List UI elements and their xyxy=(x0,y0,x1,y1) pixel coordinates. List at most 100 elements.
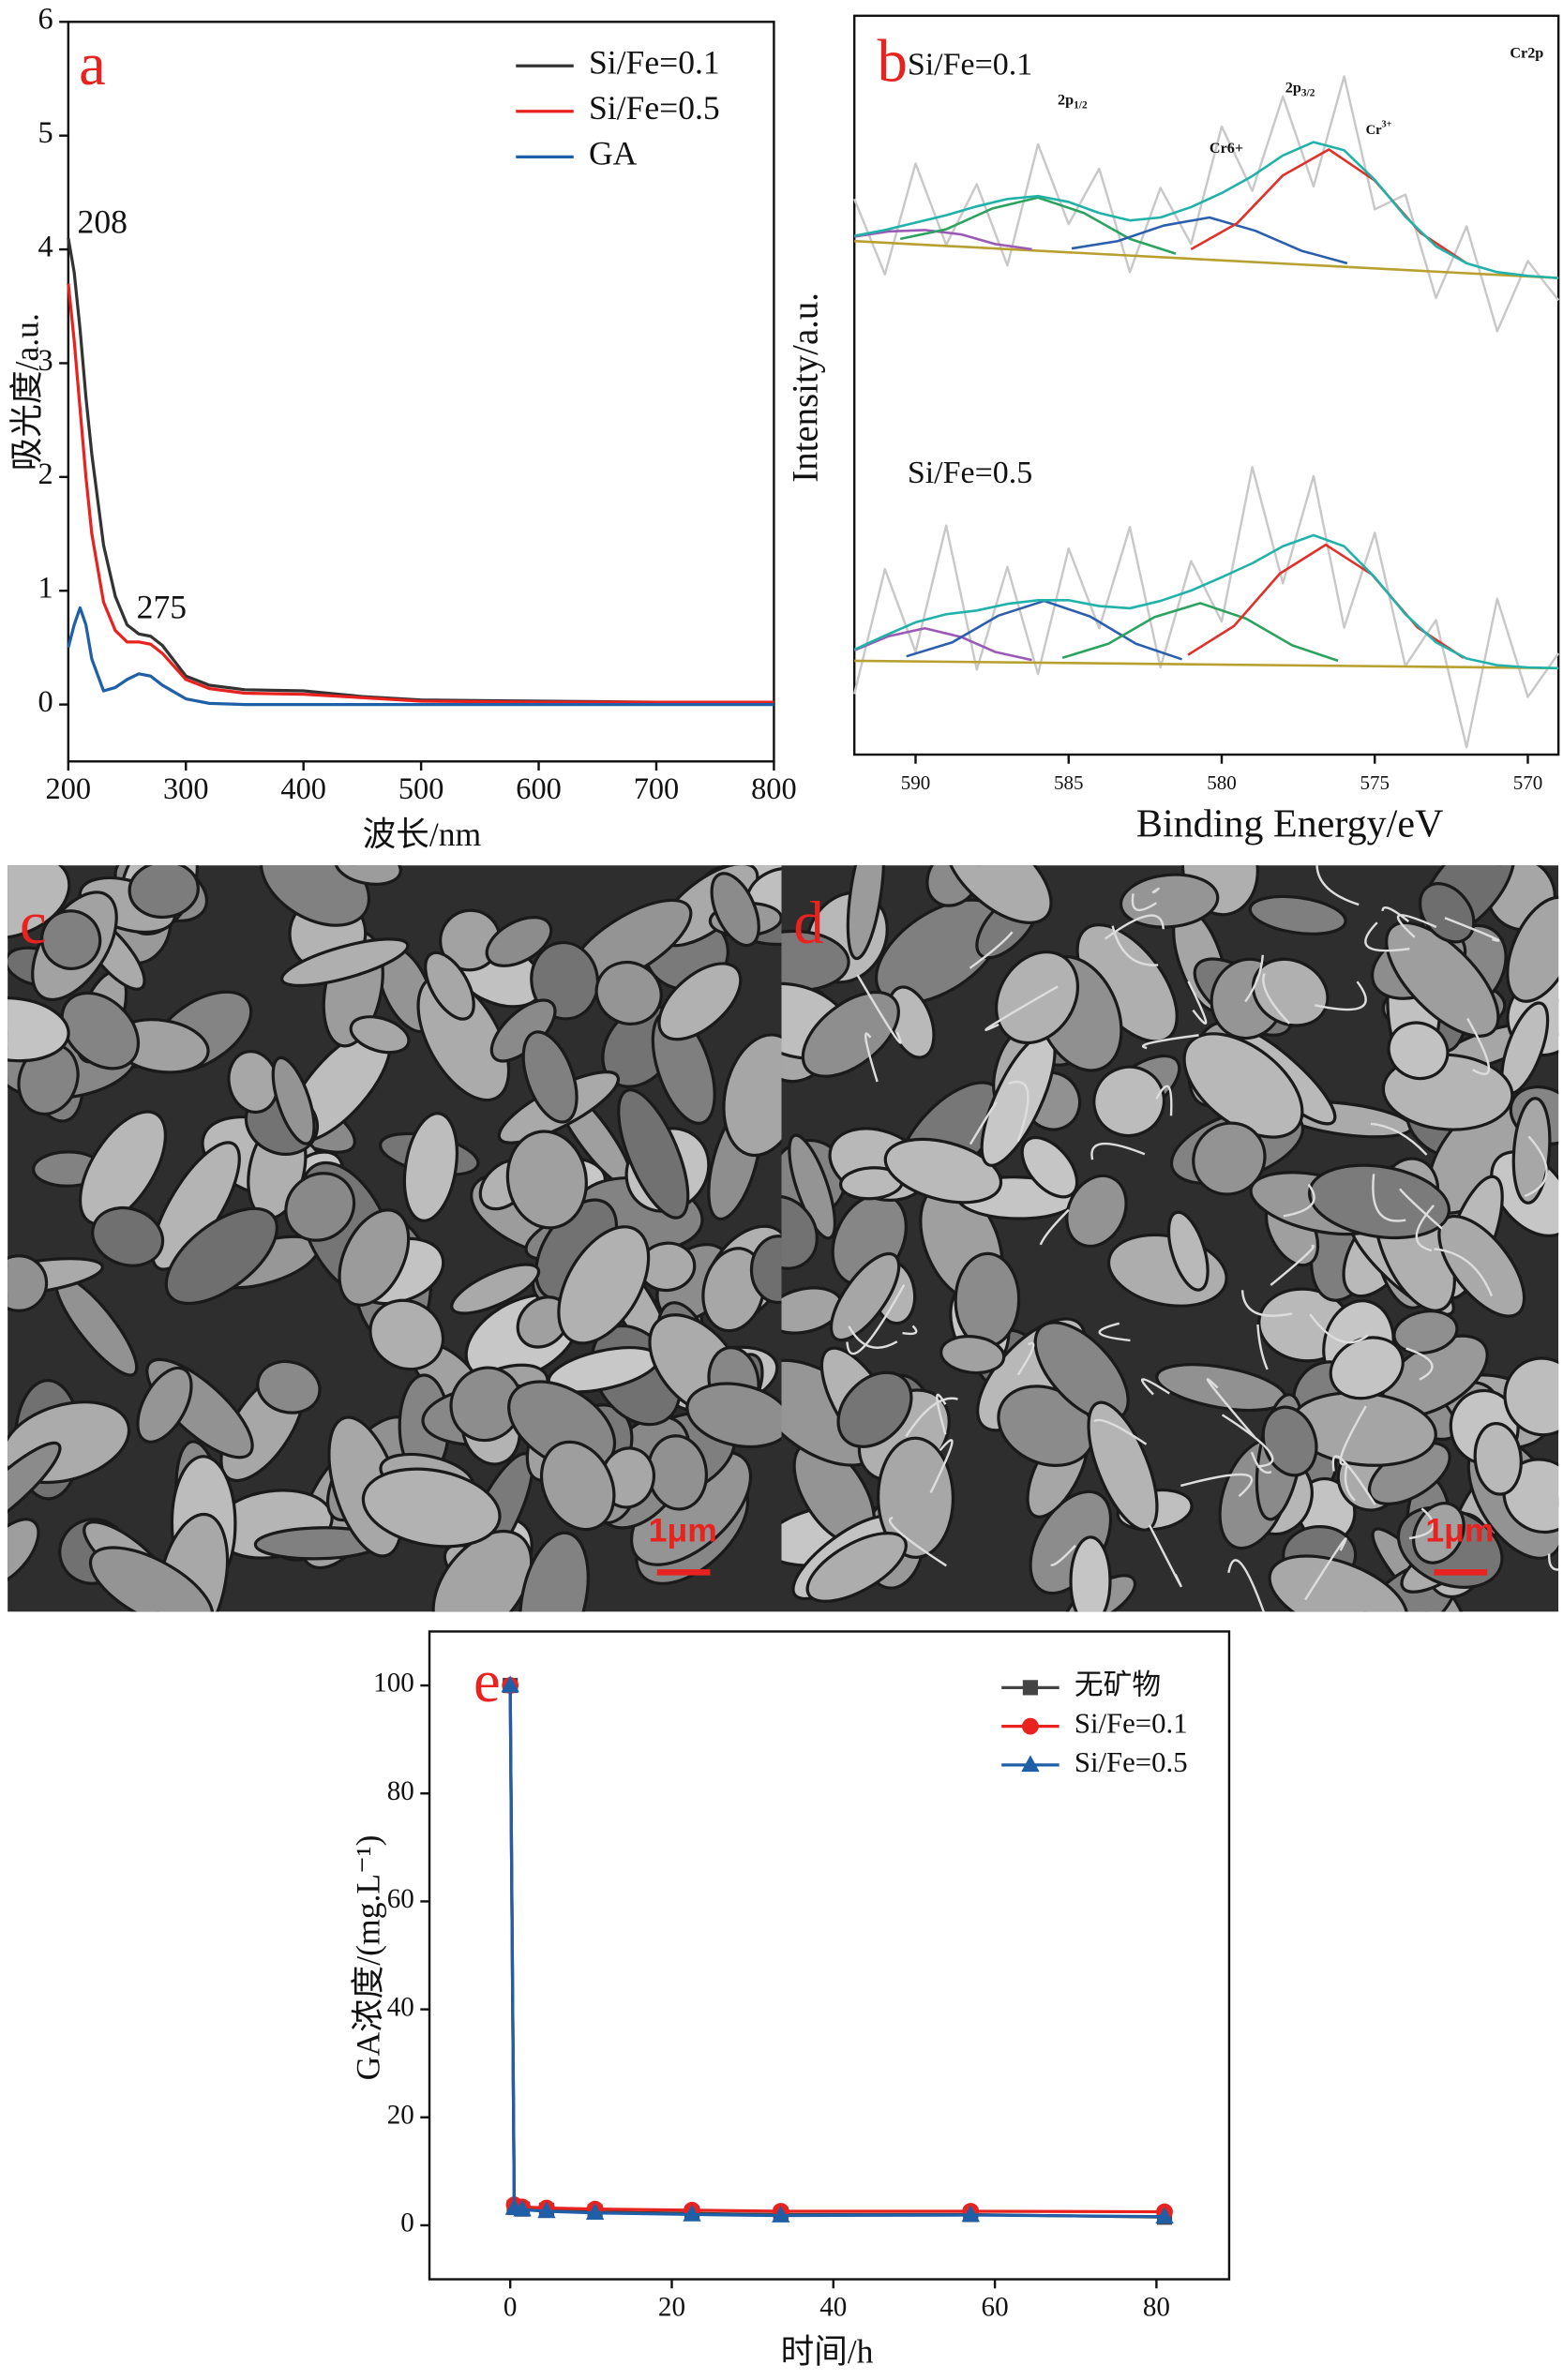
legend-label: 无矿物 xyxy=(1075,1669,1161,1700)
x-tick-label: 700 xyxy=(634,771,680,805)
sem-fiber xyxy=(1364,921,1410,952)
sem-fiber xyxy=(848,1325,898,1349)
sem-fiber xyxy=(1131,893,1157,912)
sem-fiber xyxy=(1221,1414,1274,1468)
sem-grain xyxy=(505,1130,588,1230)
sem-fiber xyxy=(1141,1378,1170,1396)
sem-grain xyxy=(1385,921,1500,1038)
data-line xyxy=(508,1685,1165,2219)
x-axis-title: 时间/h xyxy=(781,2333,874,2371)
sem-grain xyxy=(943,865,1053,925)
sem-fiber xyxy=(1206,1378,1256,1439)
sem-fiber xyxy=(1370,1122,1428,1156)
sem-grain xyxy=(1506,895,1559,1003)
sem-image: d 1μm xyxy=(781,865,1559,1612)
panel-label: e xyxy=(473,1648,501,1715)
y-axis-title: 吸光度/a.u. xyxy=(8,313,46,471)
sem-fiber xyxy=(969,931,1014,969)
sem-fiber xyxy=(1344,1464,1356,1502)
sem-image: c 1μm xyxy=(8,865,782,1612)
sem-grain xyxy=(60,991,141,1070)
sem-fiber xyxy=(1339,1405,1367,1466)
x-tick-label: 80 xyxy=(1143,2293,1170,2323)
sem-grain xyxy=(883,1137,1003,1205)
marker xyxy=(683,2204,701,2222)
sem-fiber xyxy=(902,1325,918,1336)
annotation: Cr2p xyxy=(1510,45,1543,61)
sem-grain xyxy=(368,1298,445,1371)
x-tick-label: 580 xyxy=(1207,771,1237,794)
sem-grain xyxy=(1248,894,1347,936)
y-axis-title: GA浓度/(mg.L⁻¹) xyxy=(350,1835,387,2081)
sem-fiber xyxy=(1148,1524,1182,1588)
sem-grain xyxy=(485,915,553,967)
sem-fiber xyxy=(1524,1135,1548,1198)
sem-grain xyxy=(617,1088,690,1220)
y-tick-label: 4 xyxy=(38,229,53,262)
sem-grain xyxy=(284,1172,356,1242)
sem-grain xyxy=(557,1225,651,1345)
y-tick-label: 2 xyxy=(38,457,53,490)
sem-grain xyxy=(1473,1421,1523,1496)
annotation: 275 xyxy=(137,588,187,625)
scale-bar-label: 1μm xyxy=(649,1512,717,1549)
data-line xyxy=(853,141,1559,279)
y-tick-label: 5 xyxy=(38,115,53,149)
marker xyxy=(1155,2207,1174,2224)
sem-fiber xyxy=(1151,887,1160,894)
sem-grain xyxy=(1087,1400,1159,1532)
legend-label: Si/Fe=0.5 xyxy=(1075,1746,1188,1778)
sem-grain xyxy=(164,1206,279,1306)
sem-grain xyxy=(722,1033,782,1158)
data-line xyxy=(1061,602,1339,663)
sem-fiber xyxy=(1093,1418,1148,1445)
sem-fiber xyxy=(1262,972,1291,1025)
sem-grain xyxy=(781,1194,819,1270)
sem-grain xyxy=(8,865,71,940)
sem-fiber xyxy=(1434,1248,1494,1297)
sem-grain xyxy=(1166,1210,1210,1292)
sem-grain xyxy=(1251,957,1330,1027)
sem-fiber xyxy=(1381,906,1410,922)
sem-grain xyxy=(1503,1356,1559,1437)
x-tick-label: 590 xyxy=(901,771,931,794)
legend-label: Si/Fe=0.1 xyxy=(1075,1708,1188,1740)
panel-label: c xyxy=(20,890,47,957)
sem-grain xyxy=(685,1382,782,1449)
marker xyxy=(1021,1755,1040,1773)
sem-grain xyxy=(450,1263,541,1315)
y-tick-label: 0 xyxy=(400,2208,414,2238)
sem-grain xyxy=(1069,1535,1112,1612)
sem-grain xyxy=(431,1529,534,1612)
sem-fiber xyxy=(905,1397,958,1438)
marker xyxy=(513,2199,532,2217)
sem-fiber xyxy=(1270,1244,1315,1286)
sem-grain xyxy=(1307,1163,1451,1240)
y-tick-label: 80 xyxy=(387,1776,414,1806)
annotation: 2p1/2 xyxy=(1058,92,1088,111)
data-line xyxy=(67,606,774,707)
sem-grain xyxy=(256,1359,322,1415)
sem-grain xyxy=(8,1254,49,1312)
panel-label: d xyxy=(793,890,823,957)
sem-grain xyxy=(128,865,200,920)
sem-grain xyxy=(805,1531,908,1603)
sem-grain xyxy=(710,872,760,948)
annotation: Cr6+ xyxy=(1210,141,1243,157)
sem-fiber xyxy=(1227,1559,1266,1612)
sem-grain xyxy=(594,960,663,1025)
sem-grain xyxy=(424,951,475,1021)
sem-fiber xyxy=(1399,1188,1443,1230)
sem-grain xyxy=(271,1055,316,1145)
sem-grain xyxy=(78,1110,168,1226)
sem-fiber xyxy=(846,1284,906,1355)
y-tick-label: 20 xyxy=(387,2100,414,2130)
data-line xyxy=(854,239,1559,279)
legend-label: Si/Fe=0.5 xyxy=(589,89,720,127)
x-tick-label: 500 xyxy=(398,771,444,805)
sem-grain xyxy=(788,1133,837,1240)
plot-frame xyxy=(852,14,1560,756)
sem-fiber xyxy=(1008,1081,1029,1143)
data-line xyxy=(1187,543,1465,659)
sem-grain xyxy=(1182,1032,1304,1139)
